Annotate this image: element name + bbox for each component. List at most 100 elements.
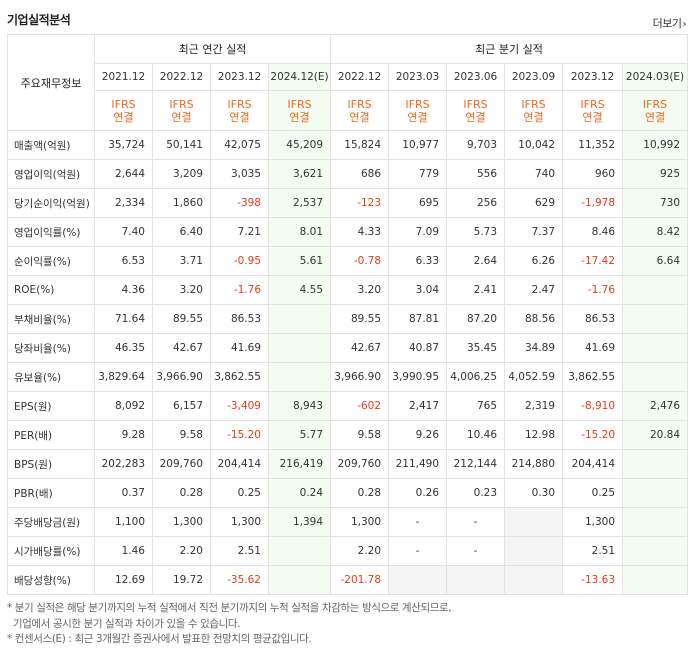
table-cell: 6,157 — [152, 391, 211, 421]
table-cell: -123 — [330, 188, 390, 218]
table-cell: 6.40 — [152, 217, 211, 247]
table-cell — [446, 565, 506, 595]
period-header: 2023.03 — [388, 63, 448, 91]
table-cell: 214,880 — [504, 449, 564, 479]
table-cell: 2,476 — [622, 391, 689, 421]
table-cell: 4,052.59 — [504, 362, 564, 392]
table-cell: 8,092 — [94, 391, 153, 421]
table-cell: 0.28 — [330, 478, 390, 508]
row-label: 당기순이익(억원) — [7, 188, 95, 218]
table-cell: 2.51 — [210, 536, 269, 566]
row-label: 영업이익(억원) — [7, 159, 95, 189]
table-cell — [267, 536, 332, 566]
ifrs-label: IFRS — [405, 97, 430, 111]
table-cell: 11,352 — [562, 130, 624, 160]
table-cell: 3.20 — [330, 275, 390, 305]
table-cell: 7.37 — [504, 217, 564, 247]
table-cell: 7.21 — [210, 217, 269, 247]
table-cell: 9.26 — [388, 420, 448, 450]
ifrs-header: IFRS 연결 — [152, 90, 211, 131]
table-cell: 4,006.25 — [446, 362, 506, 392]
table-cell: 10,977 — [388, 130, 448, 160]
section-title: 기업실적분석 — [7, 13, 71, 27]
table-cell: 7.09 — [388, 217, 448, 247]
ifrs-header: IFRS 연결 — [622, 90, 689, 131]
table-cell: 1,300 — [210, 507, 269, 537]
table-cell — [622, 449, 689, 479]
table-cell: -17.42 — [562, 246, 624, 276]
more-link[interactable]: 더보기› — [653, 15, 687, 31]
ifrs-label: IFRS — [521, 97, 546, 111]
table-row: 순이익률(%) 6.53 3.71 -0.95 5.61 -0.78 6.33 2.64 6.2… — [7, 246, 689, 276]
table-cell: 0.26 — [388, 478, 448, 508]
table-cell: 212,144 — [446, 449, 506, 479]
table-cell: 89.55 — [330, 304, 390, 334]
table-cell: 3,035 — [210, 159, 269, 189]
period-header: 2024.12(E) — [267, 63, 332, 91]
table-cell: 3,829.64 — [94, 362, 153, 392]
footnote-line: 기업에서 공시한 분기 실적과 차이가 있을 수 있습니다. — [7, 617, 241, 630]
table-cell: 2.20 — [330, 536, 390, 566]
table-cell: 925 — [622, 159, 689, 189]
table-row: 주당배당금(원) 1,100 1,300 1,300 1,394 1,300- -1,300 — [7, 507, 689, 537]
ifrs-label: IFRS — [287, 97, 312, 111]
table-cell — [622, 333, 689, 363]
table-cell: 40.87 — [388, 333, 448, 363]
ifrs-header: IFRS 연결 — [330, 90, 390, 131]
table-cell: 3,966.90 — [152, 362, 211, 392]
table-cell — [267, 565, 332, 595]
table-cell: 87.81 — [388, 304, 448, 334]
table-cell: 2,537 — [267, 188, 332, 218]
row-label: PER(배) — [7, 420, 95, 450]
table-cell: 6.26 — [504, 246, 564, 276]
table-cell — [622, 275, 689, 305]
row-label: BPS(원) — [7, 449, 95, 479]
table-cell: 2,417 — [388, 391, 448, 421]
consolidated-label: 연결 — [582, 110, 603, 124]
table-cell: -0.78 — [330, 246, 390, 276]
period-header: 2023.12 — [210, 63, 269, 91]
table-cell: - — [446, 507, 506, 537]
consolidated-label: 연결 — [113, 110, 134, 124]
table-cell: 4.36 — [94, 275, 153, 305]
table-row: ROE(%) 4.36 3.20 -1.76 4.55 3.20 3.04 2.41 2.47-… — [7, 275, 689, 305]
table-cell: 34.89 — [504, 333, 564, 363]
table-cell: 4.55 — [267, 275, 332, 305]
table-cell: -1,978 — [562, 188, 624, 218]
ifrs-label: IFRS — [169, 97, 194, 111]
table-row: EPS(원) 8,092 6,157 -3,409 8,943 -602 2,417 765 2… — [7, 391, 689, 421]
table-cell: 35.45 — [446, 333, 506, 363]
table-row: 당기순이익(억원) 2,334 1,860 -398 2,537 -123 695 256 62… — [7, 188, 689, 218]
table-row: 부채비율(%) 71.64 89.55 86.53 89.55 87.81 87.20 88.… — [7, 304, 689, 334]
table-cell: 2.47 — [504, 275, 564, 305]
table-cell: 2.20 — [152, 536, 211, 566]
ifrs-header: IFRS 연결 — [446, 90, 506, 131]
label-header: 주요재무정보 — [7, 34, 95, 131]
period-header: 2023.06 — [446, 63, 506, 91]
table-row: PER(배) 9.28 9.58 -15.20 5.77 9.58 9.26 10.46 12.… — [7, 420, 689, 450]
table-cell: 730 — [622, 188, 689, 218]
table-cell: 3,209 — [152, 159, 211, 189]
table-cell — [504, 565, 564, 595]
ifrs-label: IFRS — [111, 97, 136, 111]
ifrs-header: IFRS 연결 — [267, 90, 332, 131]
table-cell: 6.33 — [388, 246, 448, 276]
table-row: 매출액(억원) 35,724 50,141 42,075 45,209 15,824 10,… — [7, 130, 689, 160]
consolidated-label: 연결 — [171, 110, 192, 124]
table-cell: 10,992 — [622, 130, 689, 160]
table-cell: 960 — [562, 159, 624, 189]
period-header: 2024.03(E) — [622, 63, 689, 91]
period-header: 2022.12 — [330, 63, 390, 91]
table-cell: 9.58 — [152, 420, 211, 450]
table-cell: 42,075 — [210, 130, 269, 160]
consolidated-label: 연결 — [465, 110, 486, 124]
table-cell — [622, 565, 689, 595]
consolidated-label: 연결 — [229, 110, 250, 124]
ifrs-label: IFRS — [580, 97, 605, 111]
table-cell: 1,300 — [152, 507, 211, 537]
period-header: 2023.12 — [562, 63, 624, 91]
table-cell: 42.67 — [152, 333, 211, 363]
table-cell: 1,300 — [562, 507, 624, 537]
table-cell: 87.20 — [446, 304, 506, 334]
table-cell: 12.98 — [504, 420, 564, 450]
